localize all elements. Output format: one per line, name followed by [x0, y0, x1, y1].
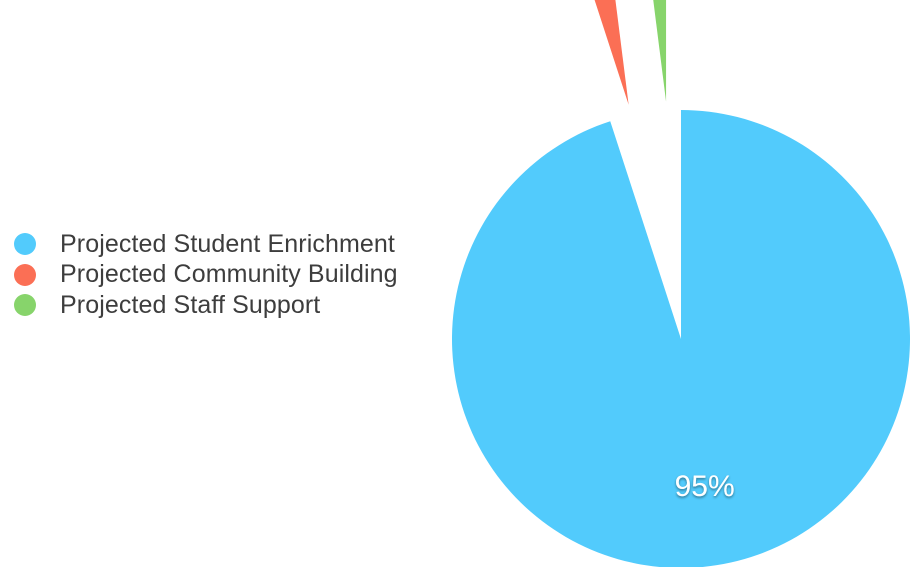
legend-swatch-student-enrichment: [14, 233, 36, 256]
data-label-student-enrichment: 95%: [675, 470, 735, 503]
legend: Projected Student Enrichment Projected C…: [14, 229, 398, 321]
pie-slice-community-building: [594, 0, 629, 105]
legend-swatch-staff-support: [14, 294, 36, 317]
legend-label: Projected Community Building: [60, 260, 398, 289]
legend-label: Projected Staff Support: [60, 290, 321, 319]
pie-slice-student-enrichment: [452, 110, 910, 567]
legend-swatch-community-building: [14, 263, 36, 286]
legend-item-staff-support: Projected Staff Support: [14, 290, 398, 321]
pie-slice-staff-support: [653, 0, 667, 102]
legend-label: Projected Student Enrichment: [60, 229, 395, 258]
legend-item-community-building: Projected Community Building: [14, 260, 398, 291]
legend-item-student-enrichment: Projected Student Enrichment: [14, 229, 398, 260]
